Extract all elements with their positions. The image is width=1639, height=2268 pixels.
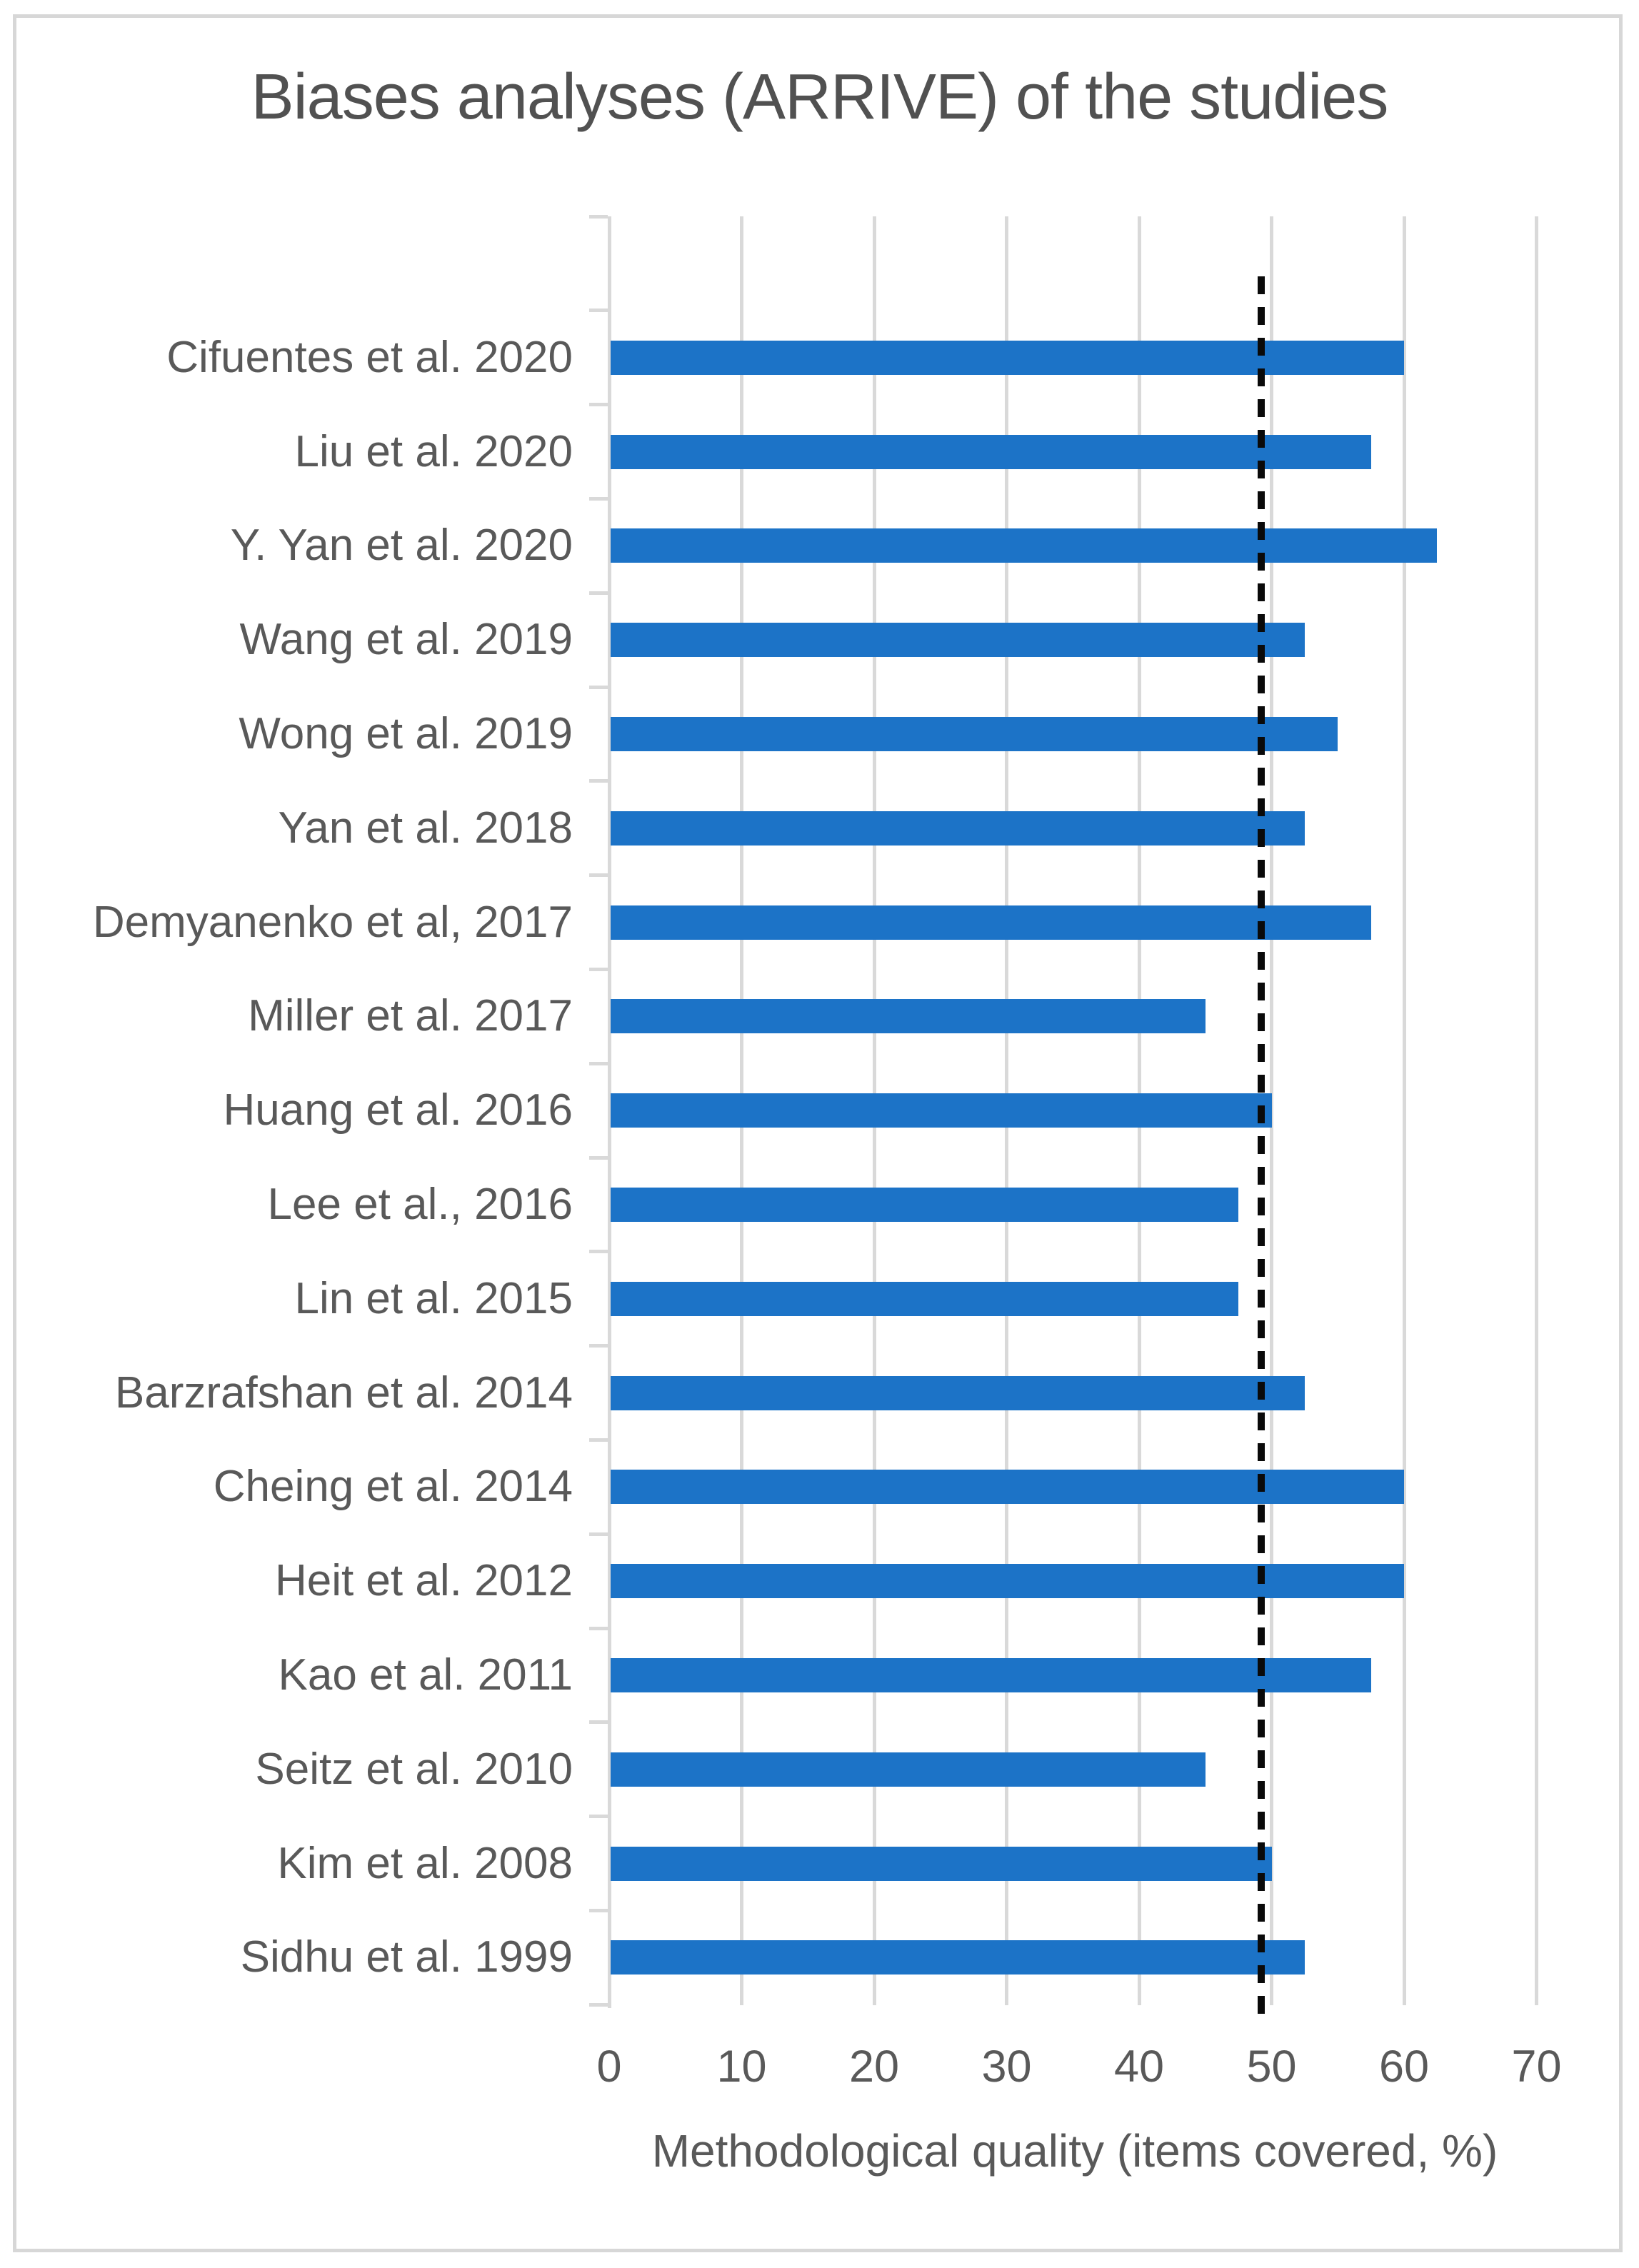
y-axis-label: Miller et al. 2017 <box>248 991 573 1041</box>
bar-kao-et-al-2011 <box>611 1657 1371 1692</box>
gridline-70 <box>1535 216 1538 2005</box>
bar-lin-et-al-2015 <box>611 1281 1239 1316</box>
x-axis-tick-label: 60 <box>1378 2042 1430 2092</box>
y-axis-line <box>607 216 611 2008</box>
bar-demyanenko-et-al-2017 <box>611 905 1371 940</box>
x-axis-tick-label: 40 <box>1113 2042 1165 2092</box>
bar-wang-et-al-2019 <box>611 623 1305 658</box>
y-axis-label: Y. Yan et al. 2020 <box>230 521 573 571</box>
x-axis-title: Methodological quality (items covered, %… <box>651 2125 1498 2177</box>
bar-wong-et-al-2019 <box>611 716 1338 751</box>
bar-cheing-et-al-2014 <box>611 1470 1404 1505</box>
y-axis-label: Kim et al. 2008 <box>277 1838 573 1888</box>
y-axis-label: Seitz et al. 2010 <box>255 1744 573 1794</box>
bar-seitz-et-al-2010 <box>611 1752 1206 1787</box>
figure-border <box>13 14 1623 2252</box>
y-axis-label: Wang et al. 2019 <box>239 615 573 665</box>
y-axis-label: Kao et al. 2011 <box>278 1650 573 1700</box>
y-axis-label: Wong et al. 2019 <box>239 708 573 758</box>
x-axis-tick-label: 10 <box>716 2042 767 2092</box>
x-axis-tick-label: 50 <box>1246 2042 1297 2092</box>
y-axis-tick <box>588 1250 608 1254</box>
bar-lee-et-al-2016 <box>611 1187 1239 1222</box>
y-axis-label: Huang et al. 2016 <box>223 1085 573 1135</box>
y-axis-label: Yan et al. 2018 <box>278 803 573 853</box>
y-axis-tick <box>588 1626 608 1630</box>
bar-sidhu-et-al-1999 <box>611 1940 1305 1975</box>
y-axis-tick <box>588 308 608 313</box>
y-axis-tick <box>588 967 608 971</box>
y-axis-label: Heit et al. 2012 <box>274 1556 573 1606</box>
bar-liu-et-al-2020 <box>611 434 1371 469</box>
y-axis-label: Lin et al. 2015 <box>294 1273 573 1323</box>
bar-y-yan-et-al-2020 <box>611 528 1438 563</box>
x-axis-tick-label: 0 <box>596 2042 622 2092</box>
y-axis-tick <box>588 1155 608 1160</box>
y-axis-tick <box>588 1532 608 1536</box>
y-axis-tick <box>588 1908 608 1912</box>
y-axis-tick <box>588 591 608 595</box>
y-axis-label: Demyanenko et al, 2017 <box>92 897 573 947</box>
bar-barzrafshan-et-al-2014 <box>611 1375 1305 1410</box>
y-axis-tick <box>588 214 608 219</box>
y-axis-tick <box>588 1720 608 1725</box>
y-axis-tick <box>588 403 608 407</box>
bar-huang-et-al-2016 <box>611 1093 1272 1128</box>
y-axis-tick <box>588 873 608 878</box>
y-axis-tick <box>588 685 608 689</box>
bar-yan-et-al-2018 <box>611 811 1305 846</box>
gridline-60 <box>1402 216 1406 2005</box>
y-axis-label: Cheing et al. 2014 <box>213 1462 573 1512</box>
reference-line-50 <box>1257 276 1265 2014</box>
y-axis-tick <box>588 1061 608 1065</box>
x-axis-tick-label: 20 <box>848 2042 900 2092</box>
x-axis-tick-label: 30 <box>981 2042 1032 2092</box>
y-axis-tick <box>588 779 608 783</box>
x-axis-tick-label: 70 <box>1511 2042 1562 2092</box>
bar-miller-et-al-2017 <box>611 999 1206 1034</box>
y-axis-label: Lee et al., 2016 <box>267 1179 573 1229</box>
y-axis-tick <box>588 496 608 501</box>
y-axis-tick <box>588 1344 608 1348</box>
chart-title: Biases analyses (ARRIVE) of the studies <box>251 61 1389 133</box>
y-axis-label: Liu et al. 2020 <box>294 426 573 476</box>
bar-cifuentes-et-al-2020 <box>611 340 1404 375</box>
bar-kim-et-al-2008 <box>611 1846 1272 1881</box>
gridline-50 <box>1270 216 1273 2005</box>
y-axis-tick <box>588 2002 608 2007</box>
bar-heit-et-al-2012 <box>611 1564 1404 1599</box>
y-axis-label: Cifuentes et al. 2020 <box>166 332 573 382</box>
y-axis-tick <box>588 1437 608 1442</box>
y-axis-label: Barzrafshan et al. 2014 <box>114 1368 573 1418</box>
y-axis-label: Sidhu et al. 1999 <box>240 1932 573 1982</box>
y-axis-tick <box>588 1815 608 1819</box>
